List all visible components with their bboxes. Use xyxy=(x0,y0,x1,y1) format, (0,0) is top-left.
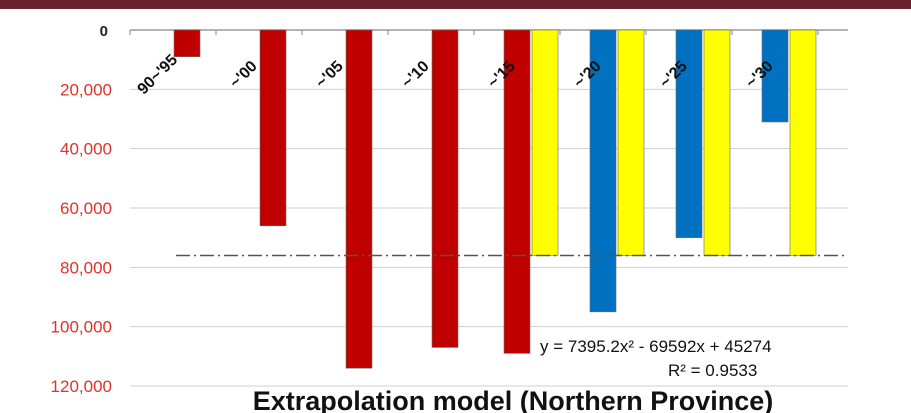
y-axis-ticks: 0 20,000 40,000 60,000 80,000 100,000 120,000 xyxy=(51,23,112,396)
bar xyxy=(761,29,789,123)
x-tick-label: ~'05 xyxy=(313,58,347,92)
trendline-equation: y = 7395.2x² - 69592x + 45274 xyxy=(540,337,772,356)
bar xyxy=(589,29,617,313)
y-tick-label: 20,000 xyxy=(60,80,112,99)
bar xyxy=(173,29,201,58)
chart-title: Extrapolation model (Northern Province) xyxy=(253,386,774,413)
trendline-r-squared: R² = 0.9533 xyxy=(668,361,757,380)
bar xyxy=(431,29,459,348)
bar xyxy=(345,29,373,369)
bar xyxy=(675,29,703,238)
bar xyxy=(617,29,645,256)
y-tick-label: 0 xyxy=(100,23,108,40)
x-tick-label: 90~'95 xyxy=(135,52,182,99)
y-tick-label: 40,000 xyxy=(60,140,112,159)
bar xyxy=(703,29,731,256)
bars xyxy=(173,29,817,369)
y-tick-label: 100,000 xyxy=(51,318,112,337)
bar xyxy=(259,29,287,227)
x-tick-label: ~'00 xyxy=(227,58,261,92)
x-tick-label: ~'10 xyxy=(399,58,433,92)
top-border xyxy=(0,0,911,9)
bar xyxy=(503,29,531,354)
bar xyxy=(531,29,559,256)
y-tick-label: 80,000 xyxy=(60,258,112,277)
bar xyxy=(789,29,817,256)
y-tick-label: 60,000 xyxy=(60,199,112,218)
y-tick-label: 120,000 xyxy=(51,377,112,396)
